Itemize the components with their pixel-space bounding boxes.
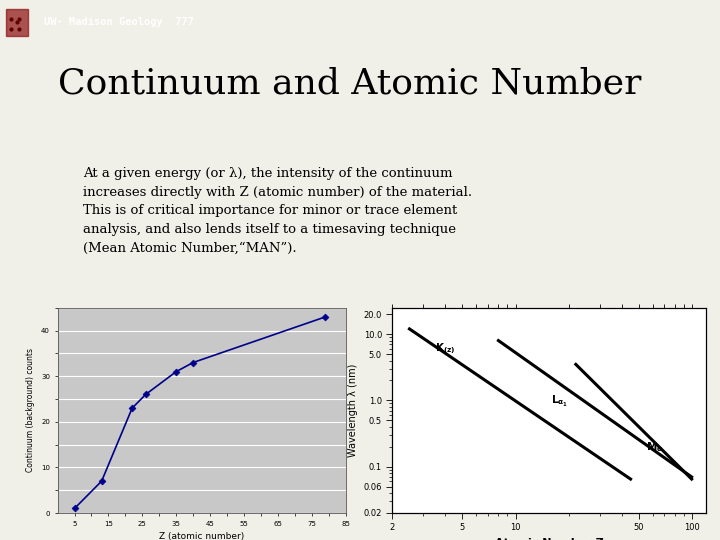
- X-axis label: Z (atomic number): Z (atomic number): [159, 532, 244, 540]
- Text: At a given energy (or λ), the intensity of the continuum
increases directly with: At a given energy (or λ), the intensity …: [83, 167, 472, 254]
- Text: UW- Madison Geology  777: UW- Madison Geology 777: [44, 17, 194, 27]
- Y-axis label: Wavelength λ (nm): Wavelength λ (nm): [348, 364, 358, 457]
- Bar: [6, 9, 27, 36]
- Text: Continuum and Atomic Number: Continuum and Atomic Number: [58, 67, 641, 100]
- Y-axis label: Continuum (background) counts: Continuum (background) counts: [27, 348, 35, 472]
- Text: $\mathbf{K_{(z)}}$: $\mathbf{K_{(z)}}$: [435, 342, 456, 356]
- Text: $\mathbf{L_{\alpha_1}}$: $\mathbf{L_{\alpha_1}}$: [552, 394, 569, 409]
- X-axis label: Atomic Number Z: Atomic Number Z: [495, 538, 603, 540]
- Text: $\mathbf{M_{\alpha}}$: $\mathbf{M_{\alpha}}$: [646, 440, 663, 454]
